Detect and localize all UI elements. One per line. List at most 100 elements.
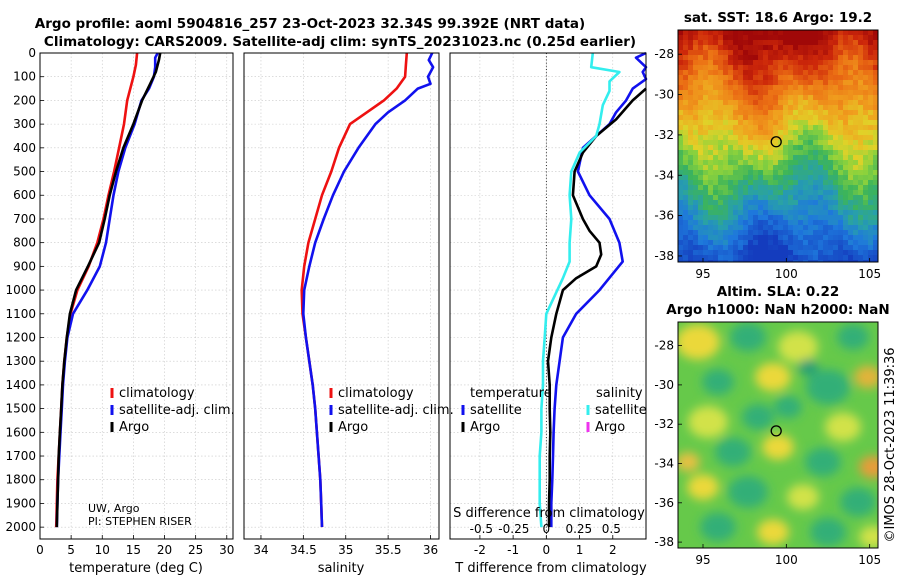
x-tick-label: 2 (609, 543, 617, 557)
sst-cell (873, 225, 878, 231)
y-tick-label: 1200 (5, 330, 36, 344)
sst-cell (813, 75, 819, 81)
sst-cell (758, 195, 764, 201)
sst-cell (688, 115, 694, 121)
sst-cell (728, 30, 734, 36)
sst-cell (698, 135, 704, 141)
sst-cell (828, 140, 834, 146)
sst-cell (708, 90, 714, 96)
sst-cell (683, 155, 689, 161)
sst-cell (758, 50, 764, 56)
series-line-temperature-satellite (549, 51, 648, 528)
sst-cell (693, 120, 699, 126)
sst-cell (738, 90, 744, 96)
sst-cell (753, 50, 759, 56)
sst-cell (768, 205, 774, 211)
sst-cell (693, 235, 699, 241)
sst-cell (738, 245, 744, 251)
sst-cell (873, 95, 878, 101)
sst-cell (793, 195, 799, 201)
sst-cell (798, 60, 804, 66)
sst-cell (803, 240, 809, 246)
sst-cell (873, 210, 878, 216)
sst-cell (688, 65, 694, 71)
sst-cell (768, 135, 774, 141)
sst-cell (678, 255, 684, 261)
sst-cell (868, 165, 874, 171)
sst-cell (738, 225, 744, 231)
sst-cell (723, 65, 729, 71)
sst-cell (748, 240, 754, 246)
sst-cell (798, 190, 804, 196)
sst-cell (853, 60, 859, 66)
sst-cell (738, 205, 744, 211)
sst-cell (808, 115, 814, 121)
sst-cell (743, 45, 749, 51)
sst-cell (768, 30, 774, 36)
sst-cell (743, 200, 749, 206)
sst-cell (688, 185, 694, 191)
sst-cell (738, 260, 744, 262)
sst-cell (858, 230, 864, 236)
sst-cell (758, 155, 764, 161)
sst-cell (798, 85, 804, 91)
sst-cell (713, 75, 719, 81)
sst-cell (773, 105, 779, 111)
sst-cell (688, 90, 694, 96)
sst-cell (768, 155, 774, 161)
sst-cell (798, 65, 804, 71)
sst-cell (783, 155, 789, 161)
sst-cell (783, 150, 789, 156)
sst-cell (733, 220, 739, 226)
sst-cell (683, 175, 689, 181)
sst-cell (788, 105, 794, 111)
sst-cell (763, 130, 769, 136)
sst-cell (708, 245, 714, 251)
sst-cell (748, 95, 754, 101)
sst-cell (848, 55, 854, 61)
sst-cell (818, 45, 824, 51)
sst-cell (823, 40, 829, 46)
sst-cell (763, 70, 769, 76)
sst-cell (813, 105, 819, 111)
sst-cell (698, 240, 704, 246)
sst-cell (698, 170, 704, 176)
temperature-x-axis-label: temperature (deg C) (69, 561, 203, 576)
sst-cell (688, 190, 694, 196)
sst-cell (803, 200, 809, 206)
sst-cell (843, 235, 849, 241)
sst-cell (753, 80, 759, 86)
sst-cell (803, 255, 809, 261)
y-tick-label: 1700 (5, 449, 36, 463)
sst-cell (853, 145, 859, 151)
sst-cell (788, 170, 794, 176)
sst-cell (798, 210, 804, 216)
sst-cell (683, 225, 689, 231)
sst-cell (733, 240, 739, 246)
sst-cell (743, 135, 749, 141)
sst-cell (683, 205, 689, 211)
sst-cell (708, 135, 714, 141)
sst-cell (703, 70, 709, 76)
sst-cell (698, 190, 704, 196)
sst-cell (683, 85, 689, 91)
sst-cell (743, 60, 749, 66)
sst-cell (748, 230, 754, 236)
sst-cell (783, 210, 789, 216)
sst-cell (858, 195, 864, 201)
sst-cell (768, 120, 774, 126)
sst-cell (678, 235, 684, 241)
sst-cell (863, 130, 869, 136)
sst-cell (783, 35, 789, 41)
sst-cell (823, 75, 829, 81)
sst-cell (738, 115, 744, 121)
sst-cell (873, 260, 878, 262)
sst-cell (828, 155, 834, 161)
sla-blob (687, 474, 719, 500)
sst-cell (698, 140, 704, 146)
y-tick-label: 800 (13, 236, 36, 250)
sst-cell (728, 65, 734, 71)
sst-cell (868, 135, 874, 141)
sst-cell (758, 260, 764, 262)
sst-cell (793, 210, 799, 216)
